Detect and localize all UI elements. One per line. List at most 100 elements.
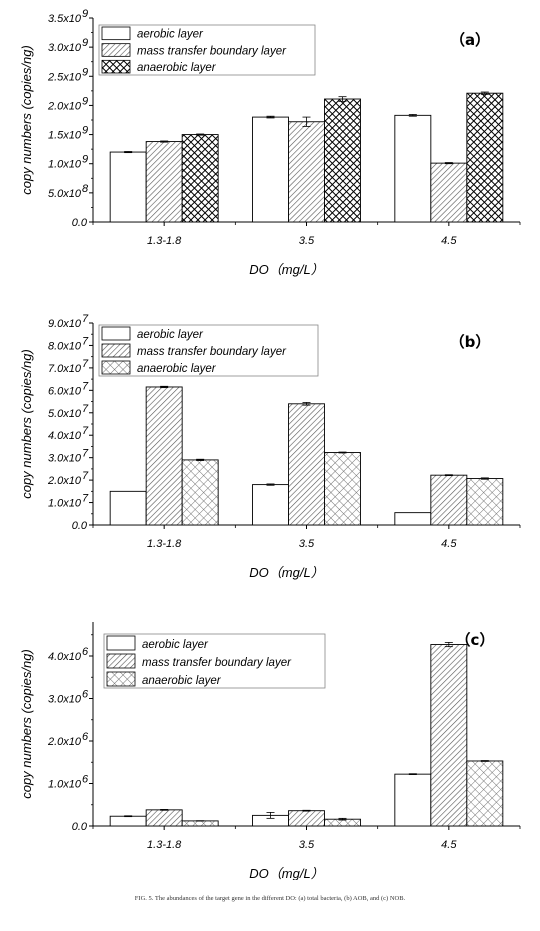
y-tick-exponent: 6: [82, 646, 89, 658]
y-tick-exponent: 6: [82, 689, 89, 701]
x-axis-label: DO（mg/L）: [249, 565, 323, 580]
legend-swatch: [106, 635, 136, 651]
legend-swatch: [101, 343, 131, 358]
legend: aerobic layer mass transfer boundary laye…: [103, 633, 326, 689]
y-tick-exponent: 7: [82, 493, 89, 505]
y-tick-exponent: 7: [82, 358, 89, 370]
bar: [288, 810, 325, 827]
bar: [252, 484, 289, 526]
y-tick-exponent: 9: [82, 66, 88, 78]
bar: [466, 478, 504, 526]
x-tick-label: 4.5: [441, 235, 457, 247]
y-tick-label: 3.0x10: [48, 42, 82, 54]
legend-swatch: [101, 326, 131, 341]
legend-label: anaerobic layer: [137, 62, 217, 74]
bar: [324, 98, 361, 223]
x-tick-label: 3.5: [299, 839, 315, 851]
chart-panel-a: 0.05.0x10 81.0x10 91.5x10 92.0x10 92.5x10 93.…: [19, 8, 521, 277]
y-tick-label: 3.5x10: [48, 13, 82, 25]
y-tick-label: 1.0x10: [48, 498, 82, 510]
y-tick-label: 9.0x10: [48, 318, 82, 330]
legend-label: mass transfer boundary layer: [137, 45, 287, 57]
y-tick-label: 4.0x10: [48, 651, 82, 663]
y-tick-label: 3.0x10: [48, 694, 82, 706]
y-tick-label: 2.5x10: [47, 71, 82, 83]
y-tick-exponent: 7: [82, 448, 89, 460]
bar: [288, 121, 325, 223]
figure-caption: FIG. 5. The abundances of the target gen…: [134, 895, 406, 902]
bar: [109, 151, 147, 223]
y-tick-label: 0.0: [72, 821, 88, 833]
y-tick-exponent: 6: [82, 731, 89, 743]
bar: [145, 809, 183, 827]
y-tick-exponent: 7: [82, 380, 89, 392]
y-tick-exponent: 9: [82, 37, 88, 49]
bar: [145, 386, 183, 526]
legend-label: mass transfer boundary layer: [137, 346, 287, 358]
y-tick-exponent: 9: [82, 95, 88, 107]
y-tick-exponent: 6: [82, 774, 89, 786]
y-tick-label: 1.5x10: [48, 130, 82, 142]
x-tick-label: 3.5: [299, 235, 315, 247]
bar: [430, 474, 468, 526]
bar: [466, 760, 504, 827]
y-axis-label: copy numbers (copies/ng): [19, 349, 34, 499]
bar: [430, 162, 468, 223]
legend-box: [103, 633, 326, 689]
y-tick-exponent: 8: [82, 183, 89, 195]
legend-swatch: [101, 43, 131, 57]
panel-label: （c）: [456, 631, 495, 649]
y-tick-label: 1.0x10: [48, 779, 82, 791]
x-tick-label: 1.3-1.8: [147, 839, 182, 851]
y-tick-label: 5.0x10: [48, 408, 82, 420]
legend-swatch: [101, 59, 131, 74]
y-tick-label: 7.0x10: [48, 363, 82, 375]
legend-swatch: [101, 26, 131, 41]
legend-box: [98, 324, 319, 377]
bar: [466, 92, 504, 223]
bar: [252, 116, 289, 223]
legend-box: [98, 24, 316, 76]
y-tick-exponent: 7: [82, 335, 89, 347]
bar: [181, 459, 219, 526]
y-tick-exponent: 9: [82, 8, 88, 20]
y-tick-exponent: 7: [82, 313, 89, 325]
y-tick-exponent: 9: [82, 125, 88, 137]
y-tick-label: 1.0x10: [48, 159, 82, 171]
chart-panel-b: 0.01.0x10 72.0x10 73.0x10 74.0x10 75.0x10 76.…: [19, 313, 521, 580]
legend-label: anaerobic layer: [137, 363, 217, 375]
bar: [145, 141, 183, 223]
legend-label: aerobic layer: [137, 329, 204, 341]
y-tick-exponent: 7: [82, 470, 89, 482]
legend-label: aerobic layer: [137, 29, 204, 41]
bar: [394, 512, 432, 526]
panel-label: （b）: [450, 333, 491, 351]
figure: 0.05.0x10 81.0x10 91.5x10 92.0x10 92.5x10 93.…: [19, 8, 521, 880]
bar: [430, 644, 468, 827]
legend-swatch: [101, 360, 131, 375]
y-axis-label: copy numbers (copies/ng): [19, 649, 34, 799]
legend: aerobic layer mass transfer boundary laye…: [98, 324, 319, 377]
x-tick-label: 3.5: [299, 538, 315, 550]
y-tick-label: 2.0x10: [47, 475, 82, 487]
x-axis-label: DO（mg/L）: [249, 262, 323, 277]
legend-label: aerobic layer: [142, 639, 209, 651]
y-tick-label: 6.0x10: [48, 385, 82, 397]
y-tick-label: 5.0x10: [48, 188, 82, 200]
x-tick-label: 4.5: [441, 538, 457, 550]
y-tick-exponent: 9: [82, 154, 88, 166]
x-axis-label: DO（mg/L）: [249, 866, 323, 880]
y-tick-exponent: 7: [82, 403, 89, 415]
y-tick-label: 2.0x10: [47, 100, 82, 112]
bar: [394, 773, 432, 827]
x-tick-label: 1.3-1.8: [147, 538, 182, 550]
y-tick-label: 4.0x10: [48, 430, 82, 442]
bar: [181, 134, 219, 223]
x-tick-label: 4.5: [441, 839, 457, 851]
y-tick-label: 2.0x10: [47, 736, 82, 748]
y-tick-label: 0.0: [72, 217, 88, 229]
y-tick-exponent: 7: [82, 425, 89, 437]
y-tick-label: 8.0x10: [48, 340, 82, 352]
bar: [394, 114, 432, 223]
